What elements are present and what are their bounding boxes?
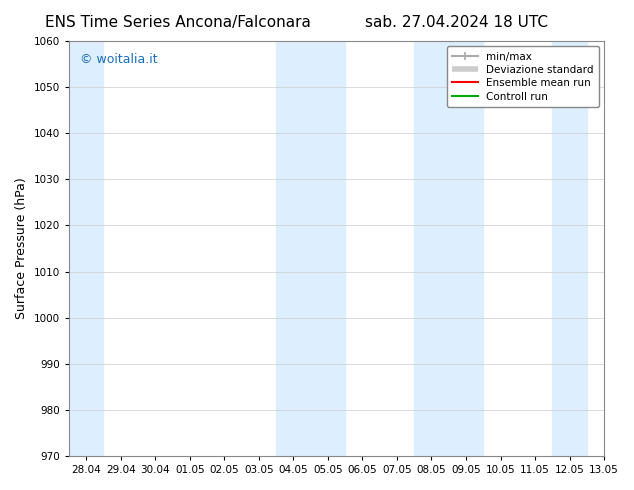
Bar xyxy=(552,41,587,456)
Legend: min/max, Deviazione standard, Ensemble mean run, Controll run: min/max, Deviazione standard, Ensemble m… xyxy=(446,46,599,107)
Text: © woitalia.it: © woitalia.it xyxy=(79,53,157,67)
Text: ENS Time Series Ancona/Falconara: ENS Time Series Ancona/Falconara xyxy=(44,15,311,30)
Bar xyxy=(414,41,483,456)
Y-axis label: Surface Pressure (hPa): Surface Pressure (hPa) xyxy=(15,178,28,319)
Bar xyxy=(69,41,103,456)
Text: sab. 27.04.2024 18 UTC: sab. 27.04.2024 18 UTC xyxy=(365,15,548,30)
Bar xyxy=(276,41,345,456)
